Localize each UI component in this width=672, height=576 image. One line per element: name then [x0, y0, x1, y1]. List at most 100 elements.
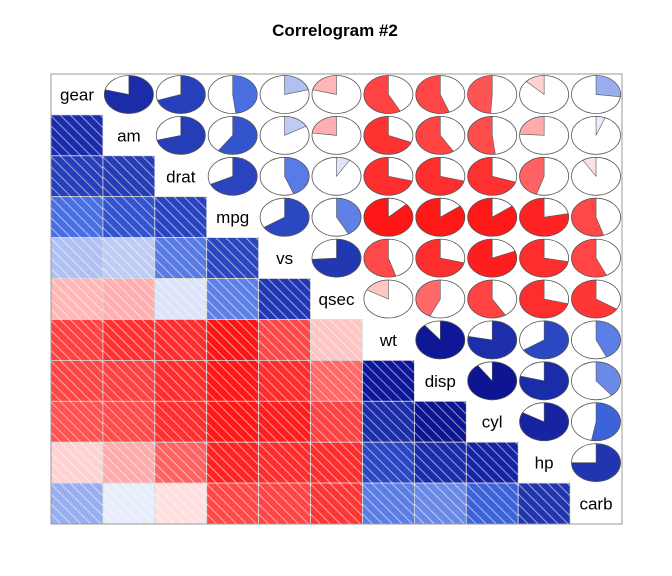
shade-cell-wt-mpg [206, 319, 259, 361]
pie-cell-mpg-hp [519, 197, 569, 237]
pie-cell-drat-wt [363, 156, 414, 196]
shade-cell-disp-qsec [310, 359, 363, 402]
correlogram-cells [50, 75, 621, 525]
shade-cell-wt-vs [258, 319, 311, 361]
pie-cell-qsec-disp [415, 279, 466, 319]
pie-cell-gear-hp [519, 75, 569, 114]
pie-cell-qsec-cyl [467, 279, 518, 319]
shade-cell-carb-drat [154, 482, 208, 525]
shade-cell-cyl-gear [50, 400, 104, 443]
pie-cell-mpg-wt [363, 197, 414, 237]
pie-cell-vs-qsec [311, 238, 362, 278]
shade-cell-wt-gear [50, 319, 104, 361]
pie-cell-disp-cyl [467, 361, 518, 401]
shade-cell-hp-gear [50, 441, 104, 484]
shade-cell-cyl-disp [413, 400, 467, 443]
shade-cell-cyl-drat [154, 400, 208, 443]
pie-cell-cyl-hp [519, 402, 569, 442]
shade-cell-wt-qsec [310, 319, 363, 361]
pie-cell-am-wt [363, 115, 414, 155]
pie-cell-vs-carb [571, 238, 621, 278]
pie-cell-vs-disp [415, 238, 466, 278]
shade-cell-drat-gear [50, 155, 104, 198]
pie-cell-am-qsec [311, 115, 362, 155]
shade-cell-disp-gear [50, 359, 104, 402]
plot-border [50, 73, 623, 525]
pie-cell-am-cyl [467, 115, 518, 155]
pie-cell-drat-qsec [311, 156, 362, 196]
shade-cell-carb-gear [50, 482, 104, 525]
pie-cell-mpg-vs [259, 197, 310, 237]
shade-cell-mpg-drat [154, 196, 208, 238]
shade-cell-cyl-mpg [206, 400, 259, 443]
variable-labels: gear am drat mpg vs qsec wt disp cyl hp carb [60, 86, 613, 514]
pie-cell-hp-carb [571, 443, 621, 483]
shade-cell-disp-wt [362, 359, 415, 402]
pie-cell-am-carb [571, 115, 621, 155]
shade-cell-carb-am [102, 482, 156, 525]
pie-cell-gear-wt [363, 75, 414, 114]
shade-cell-carb-vs [258, 482, 311, 525]
shade-cell-hp-disp [413, 441, 467, 484]
shade-cell-vs-mpg [206, 237, 259, 279]
shade-cell-cyl-wt [362, 400, 415, 443]
label-carb: carb [579, 495, 612, 514]
pie-cell-drat-disp [415, 156, 466, 196]
pie-cell-am-vs [259, 115, 310, 155]
pie-cell-mpg-disp [415, 197, 466, 237]
shade-cell-mpg-am [102, 196, 156, 238]
pie-cell-gear-vs [259, 75, 310, 114]
pie-cell-mpg-qsec [311, 197, 362, 237]
pie-cell-wt-carb [571, 320, 621, 360]
shade-cell-wt-am [102, 319, 156, 361]
shade-cell-cyl-am [102, 400, 156, 443]
shade-cell-cyl-qsec [310, 400, 363, 443]
chart-title: Correlogram #2 [272, 21, 398, 40]
pie-cell-gear-am [103, 75, 154, 114]
pie-cell-drat-carb [571, 156, 621, 196]
shade-cell-carb-hp [517, 482, 571, 525]
pie-cell-mpg-cyl [467, 197, 518, 237]
label-gear: gear [60, 86, 94, 105]
pie-cell-qsec-hp [519, 279, 569, 319]
shade-cell-qsec-drat [154, 278, 208, 320]
label-cyl: cyl [482, 413, 503, 432]
label-mpg: mpg [216, 208, 249, 227]
shade-cell-qsec-am [102, 278, 156, 320]
shade-cell-carb-mpg [206, 482, 259, 525]
shade-cell-vs-gear [50, 237, 104, 279]
shade-cell-mpg-gear [50, 196, 104, 238]
shade-cell-hp-wt [362, 441, 415, 484]
shade-cell-carb-wt [362, 482, 415, 525]
pie-cell-disp-carb [571, 361, 621, 401]
pie-cell-disp-hp [519, 361, 569, 401]
pie-cell-am-mpg [207, 115, 258, 155]
pie-cell-cyl-carb [571, 402, 621, 442]
shade-cell-hp-cyl [465, 441, 519, 484]
pie-cell-am-hp [519, 115, 569, 155]
label-wt: wt [379, 331, 397, 350]
shade-cell-hp-qsec [310, 441, 363, 484]
pie-cell-drat-vs [259, 156, 310, 196]
shade-cell-wt-drat [154, 319, 208, 361]
pie-cell-qsec-carb [571, 279, 621, 319]
shade-cell-qsec-gear [50, 278, 104, 320]
pie-cell-am-disp [415, 115, 466, 155]
label-vs: vs [276, 249, 293, 268]
shade-cell-hp-am [102, 441, 156, 484]
shade-cell-qsec-mpg [206, 278, 259, 320]
pie-cell-gear-carb [571, 75, 621, 114]
pie-cell-drat-hp [519, 156, 569, 196]
shade-cell-vs-drat [154, 237, 208, 279]
pie-cell-drat-mpg [207, 156, 258, 196]
label-hp: hp [535, 454, 554, 473]
label-am: am [117, 126, 141, 145]
pie-cell-vs-wt [363, 238, 414, 278]
pie-cell-qsec-wt [363, 279, 414, 319]
shade-cell-disp-drat [154, 359, 208, 402]
pie-cell-wt-disp [415, 320, 466, 360]
pie-cell-drat-cyl [467, 156, 518, 196]
pie-cell-gear-mpg [207, 75, 258, 114]
shade-cell-hp-drat [154, 441, 208, 484]
